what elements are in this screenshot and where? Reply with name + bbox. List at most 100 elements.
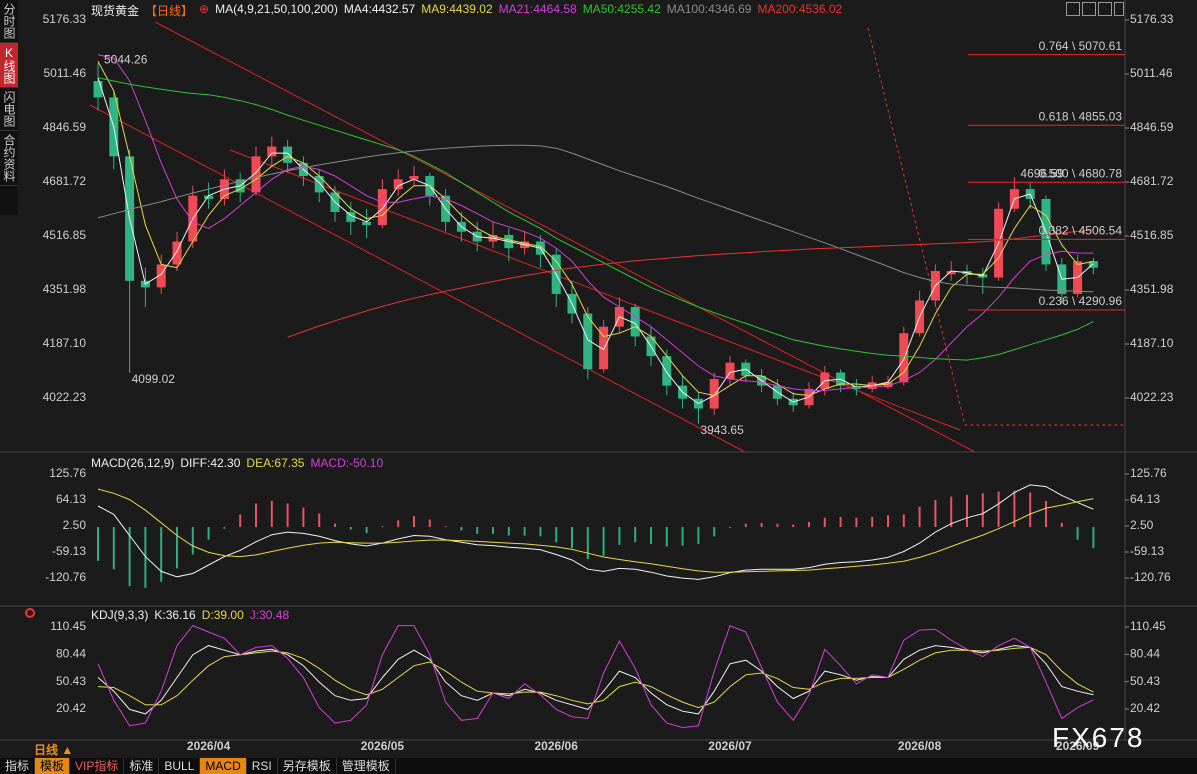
macd-line	[97, 488, 1094, 573]
y-tick-label: 5011.46	[44, 66, 87, 80]
price-annotation: 4099.02	[132, 372, 176, 386]
fib-label: 0.236 \ 4290.96	[1039, 294, 1123, 308]
period[interactable]: 日线 ▲	[34, 743, 74, 757]
tool-icon[interactable]	[1098, 2, 1112, 16]
trend-line	[89, 104, 746, 453]
kdj-line	[97, 646, 1094, 709]
legend-entry: MA4:4432.57	[343, 2, 416, 16]
candle-body	[377, 189, 387, 226]
fib-label: 0.500 \ 4680.78	[1039, 166, 1123, 180]
y-tick-label: 20.42	[1130, 701, 1160, 715]
y-tick-label: 125.76	[1130, 466, 1167, 480]
price-annotation: 4696.59	[1020, 166, 1064, 180]
side-tab[interactable]: 闪电图	[0, 88, 18, 131]
y-tick-label: 4846.59	[43, 120, 87, 134]
tool-tab[interactable]: 管理模板	[337, 758, 396, 774]
ma-line	[97, 77, 1094, 361]
candle-body	[93, 81, 103, 98]
side-tab[interactable]: 合约资料	[0, 131, 18, 186]
candle-body	[883, 382, 893, 388]
y-tick-label: 4516.85	[1130, 228, 1174, 242]
legend-entry: DEA:67.35	[246, 456, 305, 470]
side-tab[interactable]: K线图	[0, 43, 18, 88]
y-tick-label: 4681.72	[1130, 174, 1174, 188]
candle-body	[899, 333, 909, 383]
tool-tab[interactable]: RSI	[247, 758, 278, 774]
ma-line	[97, 54, 1094, 391]
candle-body	[204, 195, 214, 199]
tool-icon[interactable]	[1114, 2, 1124, 16]
y-tick-label: -120.76	[1130, 570, 1171, 584]
y-tick-label: 64.13	[1130, 492, 1160, 506]
indicator-icon[interactable]	[25, 608, 35, 618]
side-tab[interactable]: 分时图	[0, 0, 18, 43]
candle-body	[267, 146, 277, 157]
y-tick-label: 5176.33	[43, 12, 87, 26]
candle-body	[725, 362, 735, 380]
icon[interactable]: ⊕	[199, 2, 210, 16]
tool-icon[interactable]	[1082, 2, 1096, 16]
y-tick-label: 64.13	[56, 492, 86, 506]
y-tick-label: 50.43	[1130, 674, 1160, 688]
legend-entry: DIFF:42.30	[180, 456, 241, 470]
y-tick-label: 20.42	[56, 701, 86, 715]
macd-title: MACD(26,12,9)	[91, 456, 175, 470]
candle-body	[346, 212, 356, 222]
macd-line	[97, 484, 1094, 580]
tool-icon[interactable]	[1066, 2, 1080, 16]
tool-tab[interactable]: 指标	[0, 758, 36, 774]
candle-body	[709, 379, 719, 409]
ma-line	[97, 77, 1094, 405]
ma-line	[287, 229, 1094, 338]
candle-body	[362, 221, 372, 226]
legend-entry: D:39.00	[201, 608, 244, 622]
y-tick-label: 4022.23	[43, 390, 87, 404]
legend-entry: MA200:4536.02	[757, 2, 843, 16]
tool-tab[interactable]: 另存模板	[278, 758, 337, 774]
candle-body	[630, 307, 640, 337]
y-tick-label: 80.44	[56, 646, 86, 660]
candle-body	[599, 326, 609, 370]
title: 现货黄金	[91, 4, 140, 18]
candle-body	[283, 146, 293, 163]
tool-tab[interactable]: 标准	[124, 758, 160, 774]
x-tick-label: 2026/08	[898, 739, 942, 753]
y-tick-label: 4351.98	[1130, 282, 1174, 296]
legend-entry: MA9:4439.02	[421, 2, 493, 16]
x-tick-label: 2026/05	[361, 739, 405, 753]
tool-tab[interactable]: MACD	[200, 758, 247, 774]
drawings	[0, 0, 1197, 741]
fib-label: 0.382 \ 4506.54	[1039, 224, 1123, 238]
dashed-line	[867, 27, 1125, 426]
candle-body	[409, 176, 419, 180]
y-tick-label: 5176.33	[1130, 12, 1174, 26]
ma-line	[97, 144, 1094, 293]
candle-body	[662, 356, 672, 386]
tool-tab[interactable]: BULL	[159, 758, 201, 774]
y-tick-label: 50.43	[56, 674, 86, 688]
indicator: MA(4,9,21,50,100,200)	[215, 2, 338, 16]
candle-body	[156, 264, 166, 288]
y-tick-label: 80.44	[1130, 646, 1160, 660]
y-tick-label: 4351.98	[43, 282, 87, 296]
watermark: FX678	[1052, 722, 1145, 753]
y-tick-label: 5011.46	[1130, 66, 1173, 80]
tool-tab[interactable]: 模板	[35, 758, 71, 774]
fib-label: 0.618 \ 4855.03	[1039, 109, 1123, 123]
candle-body	[583, 313, 593, 370]
tool-tab[interactable]: VIP指标	[70, 758, 125, 774]
y-tick-label: 4187.10	[1130, 336, 1174, 350]
x-tick-label: 2026/09	[1056, 739, 1100, 753]
y-tick-label: 2.50	[1130, 518, 1154, 532]
kdj-line	[97, 624, 1094, 729]
macd-legend: MACD(26,12,9) DIFF:42.30 DEA:67.35 MACD:-5…	[91, 456, 383, 470]
y-tick-label: 4681.72	[43, 174, 87, 188]
y-tick-label: 2.50	[63, 518, 87, 532]
y-tick-label: -59.13	[52, 544, 86, 558]
price-annotation: 5044.26	[104, 52, 148, 66]
price-annotation: 3943.65	[700, 423, 744, 437]
y-tick-label: 125.76	[49, 466, 86, 480]
sidebar: 分时图 K线图 闪电图 合约资料	[0, 0, 18, 215]
legend-entry: K:36.16	[154, 608, 196, 622]
